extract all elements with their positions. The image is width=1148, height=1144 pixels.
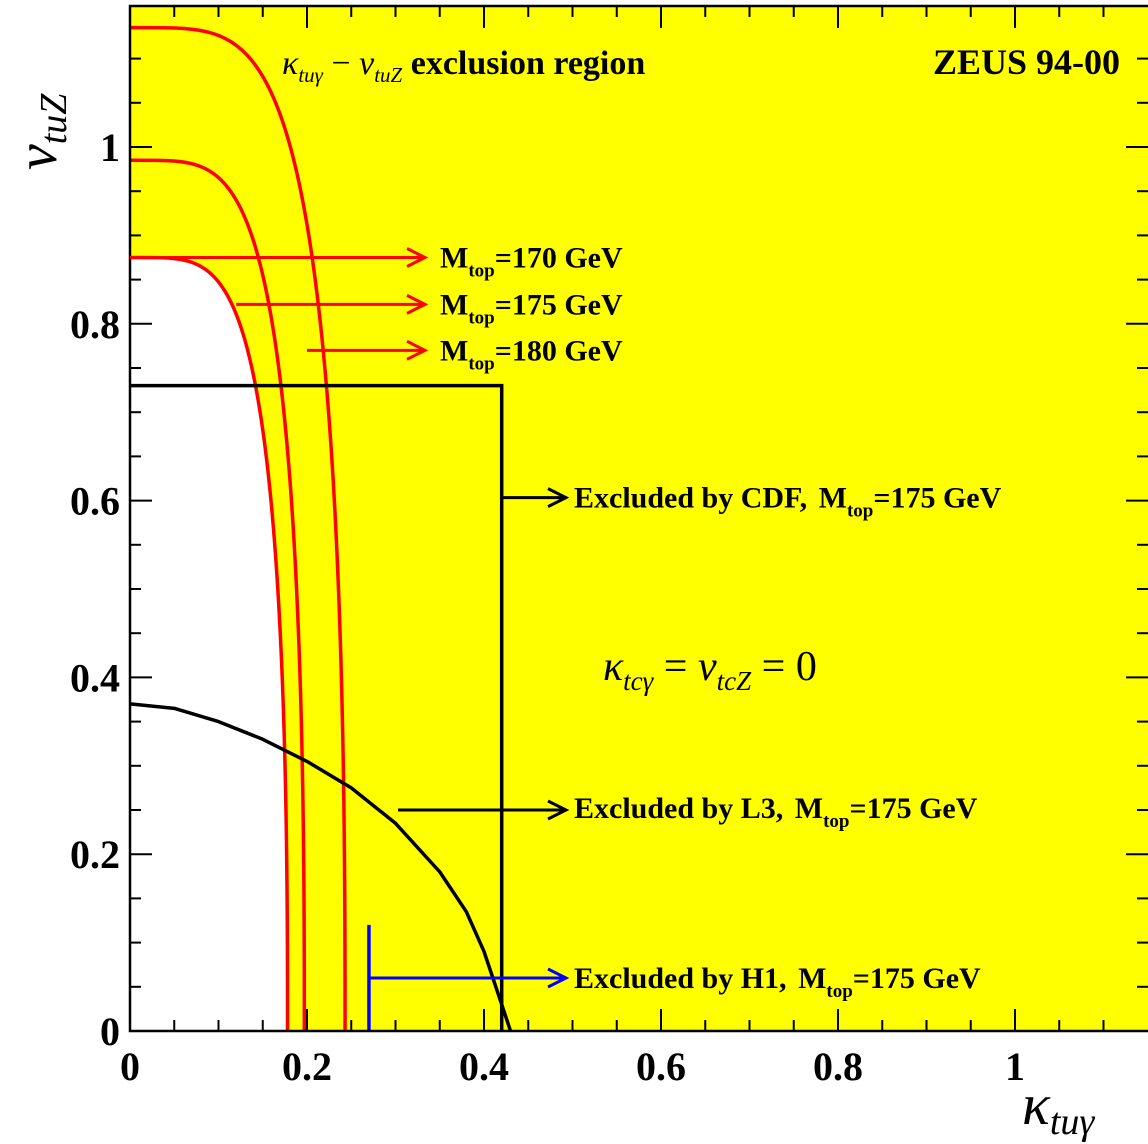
y-tick-label: 0.6 — [70, 479, 120, 524]
cdf-label: Excluded by CDF, Mtop=175 GeV — [574, 482, 1002, 522]
excluded-region-fill — [130, 6, 1148, 1031]
plot-frame — [128, 4, 1148, 1033]
allowed-region-fill — [130, 257, 288, 1031]
h1-arrow-head — [547, 967, 570, 989]
mass-arrow-2-head — [406, 339, 429, 361]
l3-label: Excluded by L3, Mtop=175 GeV — [574, 792, 978, 832]
y-tick-label: 0.2 — [70, 832, 120, 877]
mass-arrow-0-head — [406, 247, 429, 268]
l3-limit-line — [130, 702, 513, 1031]
chart-subtitle: κtuγ − vtuZ exclusion region — [282, 45, 645, 87]
x-tick-label: 0.6 — [636, 1044, 686, 1089]
zeus-contour-2 — [130, 25, 347, 1031]
mass-label-2: Mtop=180 GeV — [440, 334, 623, 374]
y-tick-label: 0 — [100, 1009, 120, 1054]
y-tick-label: 0.4 — [70, 655, 120, 700]
h1-label: Excluded by H1, Mtop=175 GeV — [574, 962, 981, 1002]
zeus-contour-1 — [130, 158, 307, 1031]
x-axis-label: κtuγ — [1022, 1072, 1095, 1143]
mass-label-0: Mtop=170 GeV — [440, 242, 623, 282]
mass-arrow-2 — [307, 339, 429, 361]
y-tick-label: 0.8 — [70, 302, 120, 347]
x-tick-label: 0 — [120, 1044, 140, 1089]
condition-label: κtcγ = vtcZ = 0 — [603, 644, 817, 696]
x-tick-label: 0.8 — [813, 1044, 863, 1089]
y-tick-label: 1 — [100, 125, 120, 170]
l3-arrow-head — [547, 799, 570, 821]
chart-title: ZEUS 94-00 — [933, 42, 1120, 82]
x-tick-label: 1 — [1005, 1044, 1025, 1089]
cdf-arrow-head — [547, 487, 570, 508]
mass-arrow-0 — [130, 247, 429, 268]
zeus-contour-0 — [130, 255, 290, 1031]
mass-arrow-1 — [236, 294, 429, 315]
mass-label-1: Mtop=175 GeV — [440, 288, 623, 328]
x-tick-label: 0.4 — [459, 1044, 509, 1089]
cdf-limit-line — [130, 383, 504, 1031]
cdf-arrow — [501, 487, 570, 508]
h1-arrow — [368, 967, 570, 989]
mass-arrow-1-head — [406, 294, 429, 315]
x-tick-label: 0.2 — [282, 1044, 332, 1089]
y-axis-label: vtuZ — [4, 93, 75, 170]
l3-arrow — [398, 799, 570, 821]
